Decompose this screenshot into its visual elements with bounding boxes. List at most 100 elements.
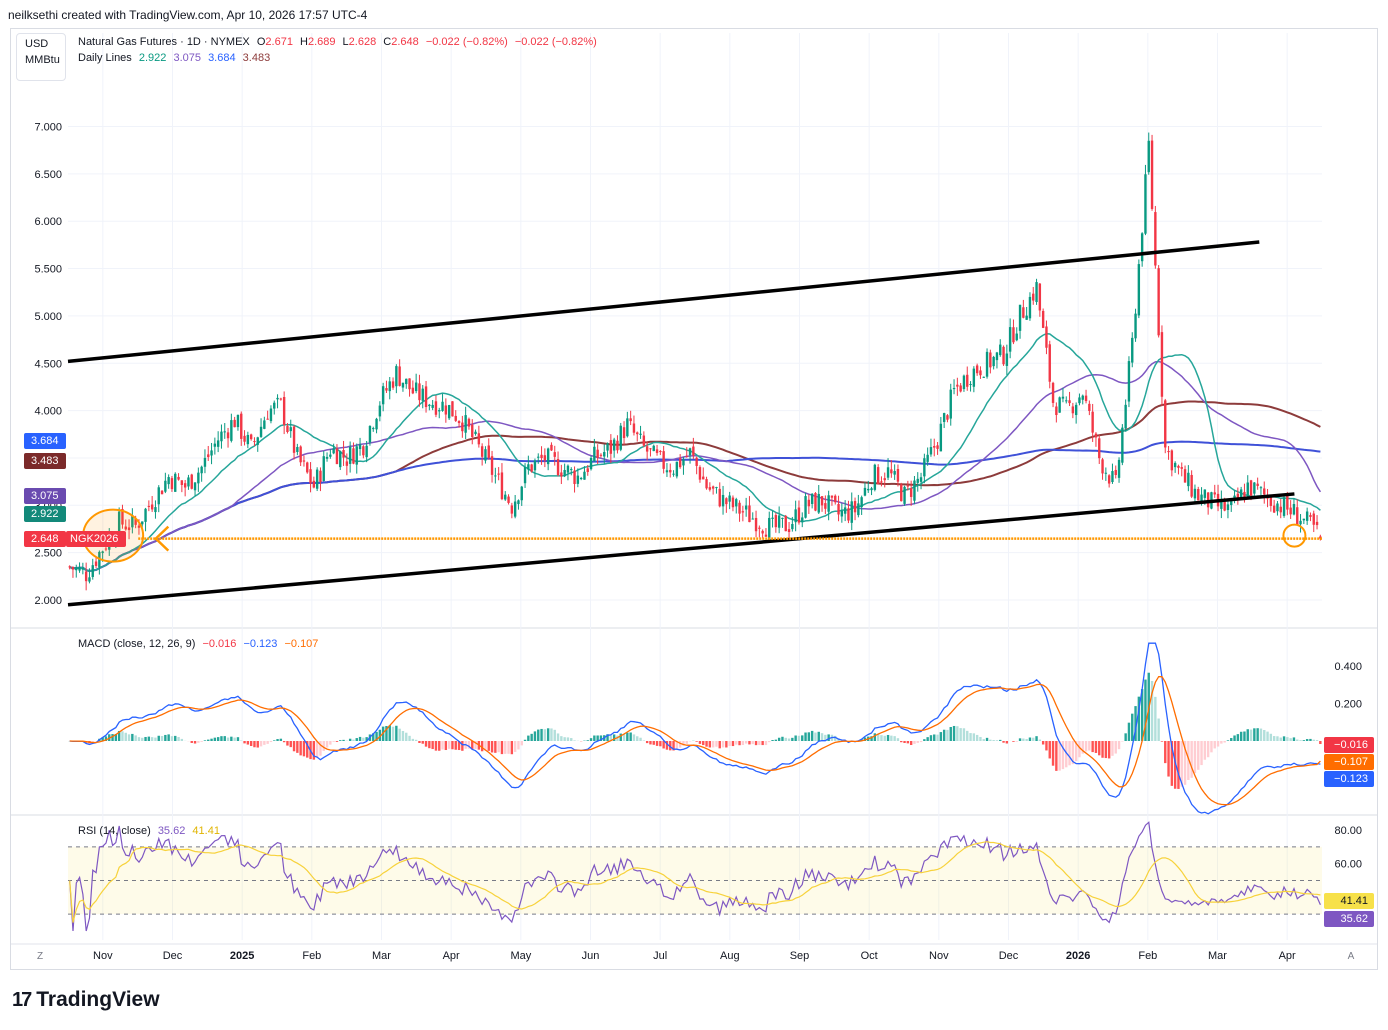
candle-body	[840, 510, 844, 517]
macd-histogram-bar	[131, 733, 134, 741]
candle-body	[883, 478, 886, 481]
high-value: 2.689	[307, 36, 336, 48]
macd-histogram-bar	[292, 741, 296, 752]
candle-body	[306, 462, 309, 473]
candle-body	[266, 418, 269, 420]
time-axis-label: Jul	[653, 950, 667, 962]
macd-histogram-bar	[609, 735, 613, 741]
candle-body	[609, 440, 613, 454]
macd-histogram-bar	[929, 735, 933, 741]
candle-body	[480, 446, 484, 457]
candle-body	[1236, 493, 1240, 500]
candle-body	[332, 448, 335, 454]
candle-body	[985, 351, 989, 377]
candle-body	[860, 497, 863, 508]
candle-body	[117, 511, 121, 540]
candle-body	[197, 472, 200, 484]
macd-histogram-bar	[1236, 734, 1240, 741]
candle-body	[1111, 471, 1114, 483]
macd-histogram-bar	[1200, 741, 1203, 766]
currency-selector[interactable]: USD MMBtu	[16, 33, 66, 81]
macd-histogram-bar	[942, 729, 946, 741]
candle-body	[246, 434, 250, 445]
macd-histogram-bar	[645, 741, 649, 744]
candle-body	[421, 388, 424, 401]
macd-histogram-bar	[114, 733, 118, 741]
candle-body	[137, 525, 141, 528]
macd-histogram-bar	[457, 741, 461, 751]
candle-body	[375, 418, 378, 430]
tradingview-logo: 17 TradingView	[12, 988, 160, 1012]
candle-body	[612, 439, 616, 451]
candle-body	[1187, 472, 1190, 487]
candle-body	[880, 481, 883, 483]
candle-body	[358, 444, 362, 450]
candle-body	[926, 454, 929, 462]
candle-body	[1243, 491, 1246, 500]
rsi-ma-line	[69, 841, 1321, 923]
macd-histogram-bar	[702, 741, 705, 746]
candle-body	[150, 504, 154, 510]
candle-body	[857, 503, 860, 516]
macd-histogram-bar	[787, 738, 791, 741]
candle-body	[969, 384, 972, 386]
candle-body	[299, 446, 302, 463]
macd-histogram-bar	[537, 729, 540, 741]
macd-histogram-bar	[401, 730, 405, 741]
macd-histogram-bar	[959, 728, 962, 741]
candle-body	[678, 458, 682, 468]
candle-body	[154, 507, 157, 513]
macd-histogram-bar	[995, 740, 999, 741]
candle-body	[1134, 313, 1137, 339]
candle-body	[523, 466, 527, 484]
macd-histogram-bar	[1028, 737, 1032, 741]
candle-body	[972, 368, 976, 387]
candle-body	[949, 389, 952, 419]
macd-histogram-bar	[1220, 741, 1223, 744]
macd-histogram-bar	[451, 741, 454, 750]
macd-histogram-bar	[91, 741, 94, 742]
macd-histogram-bar	[672, 741, 675, 751]
candle-body	[1226, 504, 1230, 511]
candle-body	[738, 502, 741, 514]
macd-histogram-bar	[276, 739, 279, 741]
candle-body	[1286, 495, 1289, 510]
macd-histogram-bar	[1266, 731, 1269, 741]
macd-histogram-bar	[896, 738, 900, 741]
macd-histogram-bar	[715, 741, 718, 747]
macd-histogram-bar	[282, 741, 286, 743]
candle-body	[992, 356, 995, 367]
macd-histogram-bar	[685, 741, 688, 744]
candle-body	[543, 455, 547, 461]
rsi-legend[interactable]: RSI (14, close) 35.62 41.41	[78, 825, 224, 837]
candle-body	[863, 487, 867, 496]
candle-body	[1058, 397, 1061, 413]
ma20-line	[69, 332, 1321, 572]
macd-histogram-bar	[979, 736, 982, 741]
lines-legend[interactable]: Daily Lines 2.922 3.075 3.684 3.483	[78, 52, 274, 64]
macd-histogram-bar	[1081, 741, 1084, 754]
candle-body	[636, 432, 639, 435]
macd-histogram-bar	[903, 741, 906, 743]
macd-histogram-bar	[533, 731, 537, 741]
macd-histogram-bar	[1233, 735, 1236, 741]
macd-histogram-bar	[1190, 741, 1193, 778]
candle-body	[1315, 521, 1319, 526]
candle-body	[804, 496, 807, 518]
candle-body	[1299, 520, 1302, 525]
log-scale-button[interactable]: Z	[36, 951, 44, 962]
macd-histogram-bar	[1206, 741, 1210, 758]
main-legend[interactable]: Natural Gas Futures · 1D · NYMEX O2.671 …	[78, 36, 601, 48]
candle-body	[1035, 282, 1038, 303]
macd-histogram-bar	[827, 734, 830, 741]
macd-histogram-bar	[441, 741, 444, 750]
macd-legend[interactable]: MACD (close, 12, 26, 9) −0.016 −0.123 −0…	[78, 638, 322, 650]
auto-scale-button[interactable]: A	[1347, 951, 1355, 962]
low-label: L	[342, 36, 349, 48]
candle-body	[761, 530, 764, 534]
rsi-label: 35.62	[1324, 911, 1374, 927]
macd-histogram-bar	[414, 739, 418, 741]
candle-body	[989, 352, 992, 368]
macd-histogram-bar	[540, 728, 543, 741]
